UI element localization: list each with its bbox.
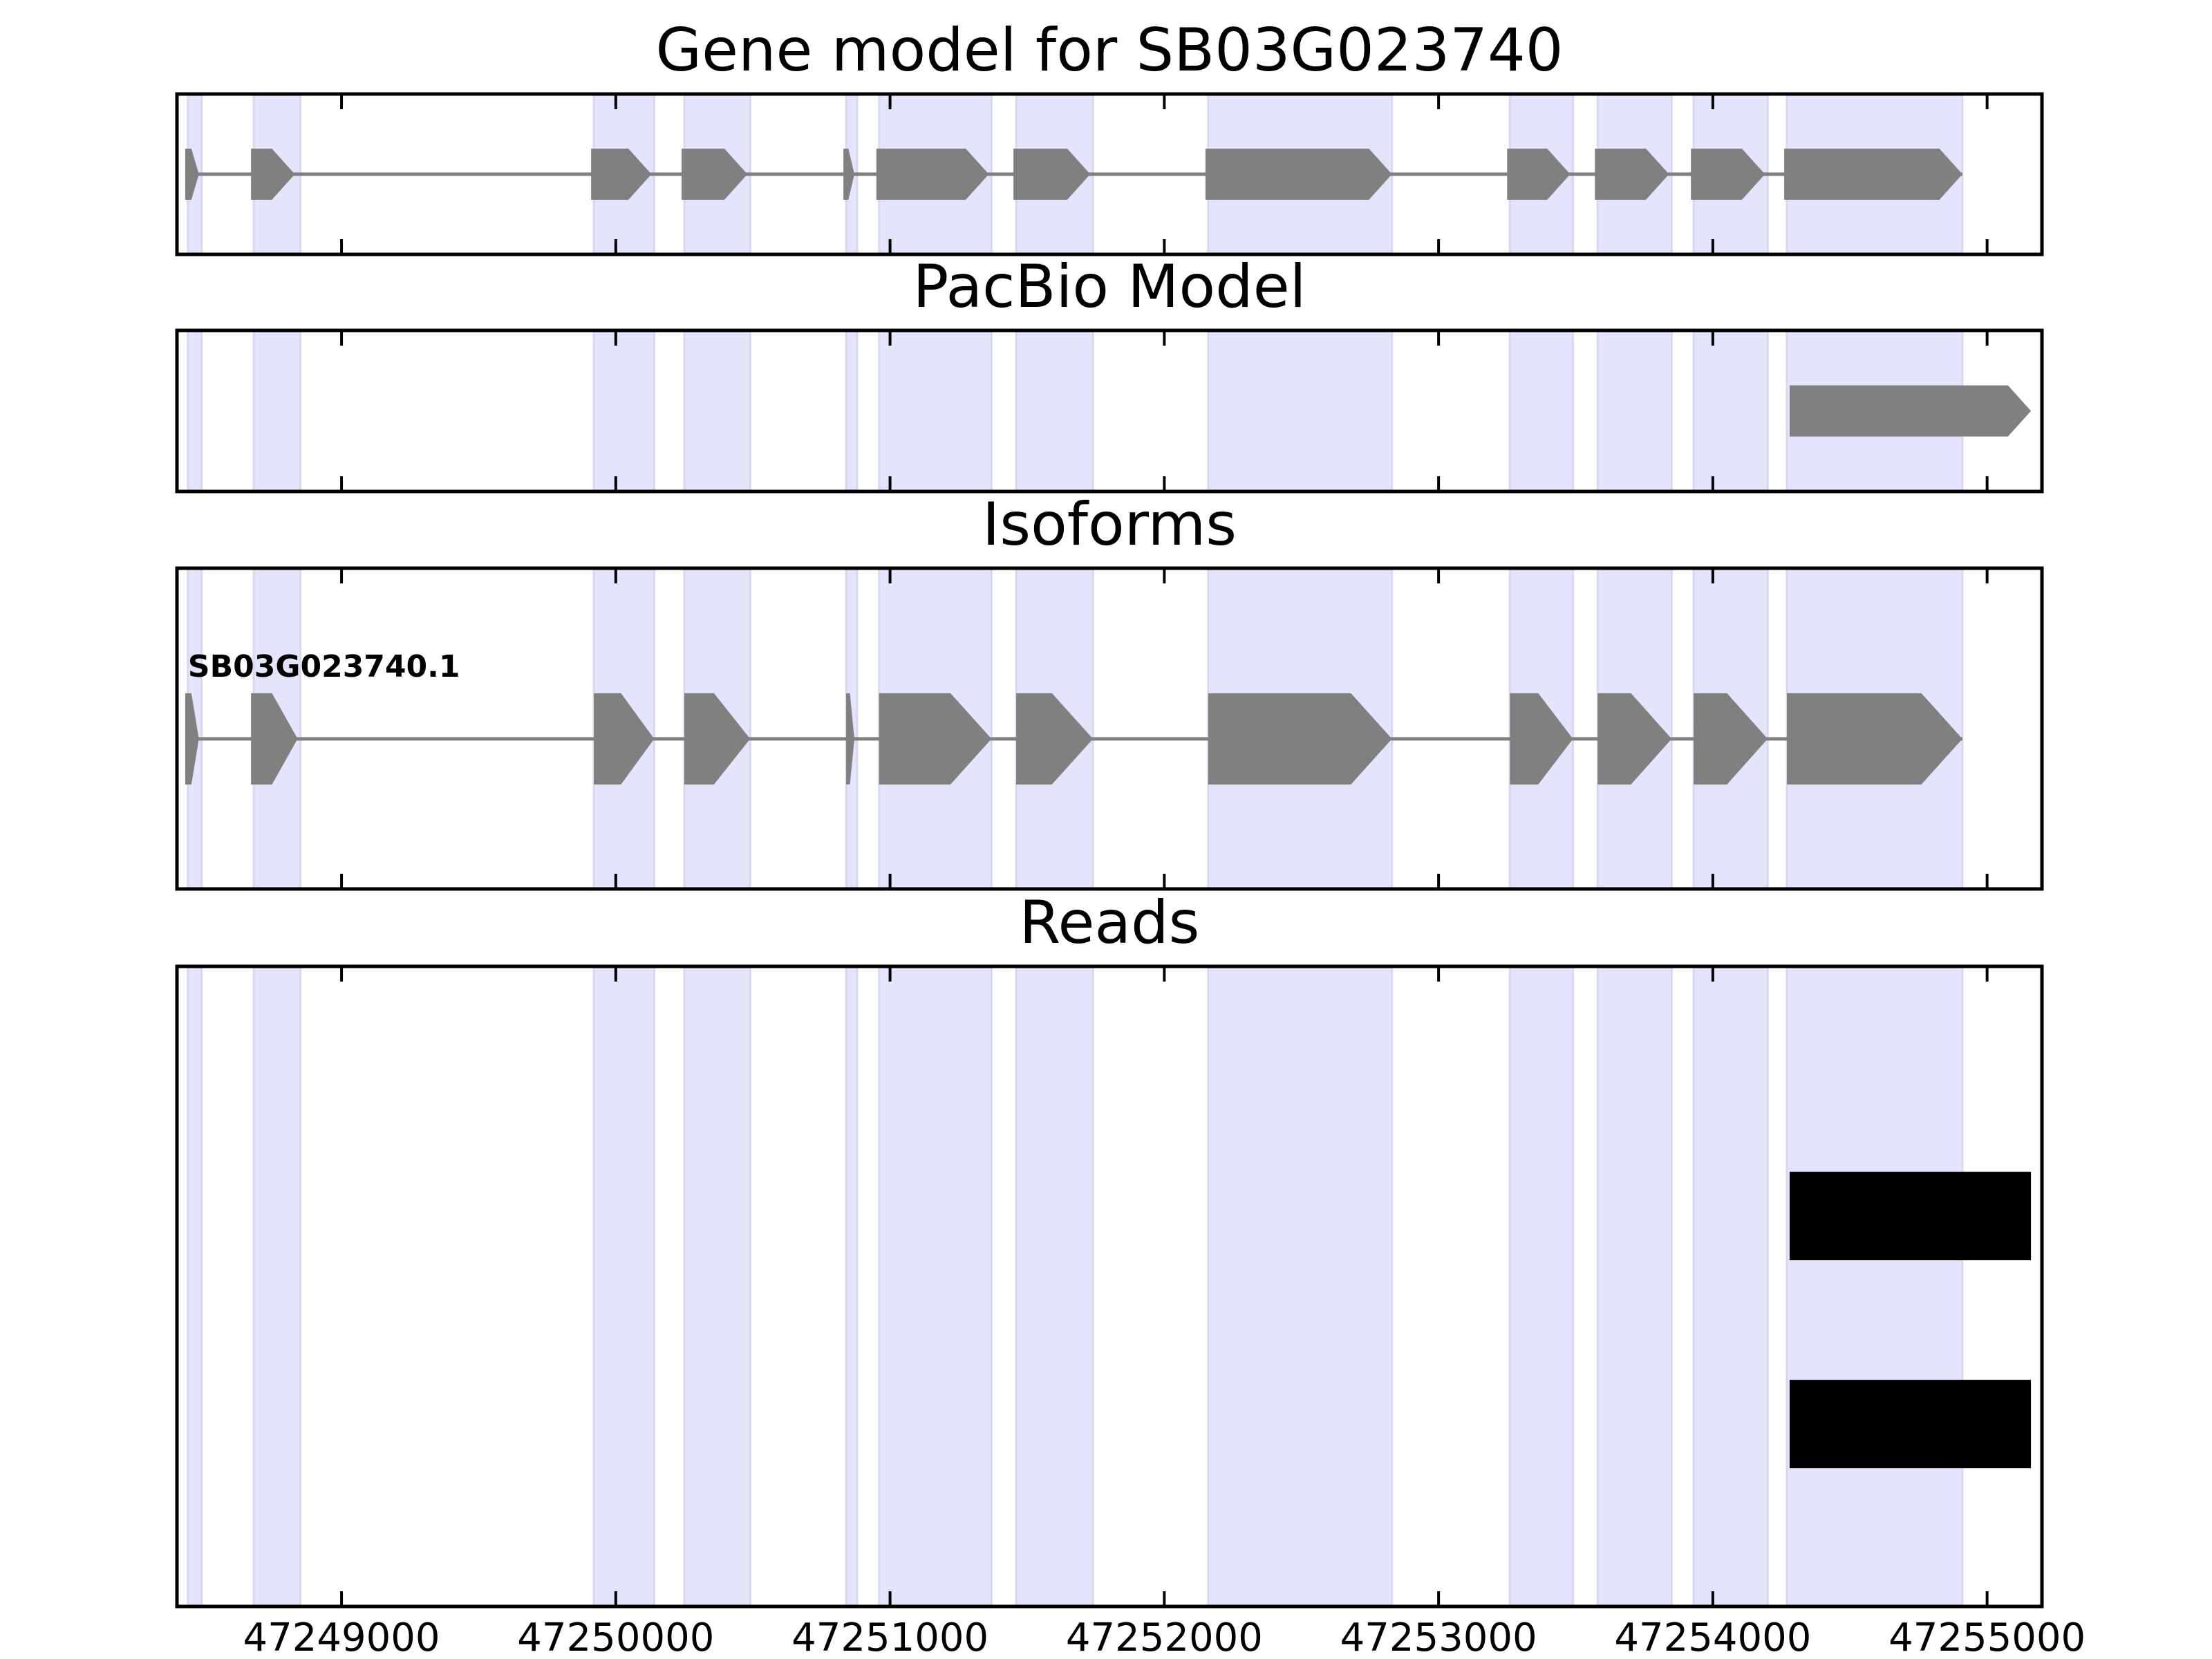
exon-shading-band xyxy=(1508,329,1575,493)
x-tick-label: 47255000 xyxy=(1888,1615,2086,1659)
exon-shading-band xyxy=(878,965,993,1608)
panel-isoforms: Isoforms SB03G023740.1 xyxy=(175,490,2044,891)
x-tick-label: 47250000 xyxy=(517,1615,714,1659)
exon-arrow xyxy=(251,693,298,785)
exon-arrow xyxy=(594,693,655,785)
exon-shading-band xyxy=(592,329,655,493)
exon-arrow xyxy=(1208,693,1392,785)
panel-gene-model: Gene model for SB03G023740 xyxy=(175,16,2044,256)
exon-arrow xyxy=(1016,693,1094,785)
panel-title-isoforms: Isoforms xyxy=(982,490,1237,559)
x-tick-label: 47253000 xyxy=(1340,1615,1537,1659)
exon-shading-band xyxy=(252,329,302,493)
exon-arrow xyxy=(843,149,855,200)
exon-arrow xyxy=(1013,149,1091,200)
exon-arrow xyxy=(1789,385,2032,437)
exon-shading-band xyxy=(1015,965,1094,1608)
exon-shading-band xyxy=(1692,965,1769,1608)
exon-shading-band xyxy=(187,329,203,493)
exon-arrow xyxy=(846,693,855,785)
exon-shading-band xyxy=(1015,329,1094,493)
exon-arrow xyxy=(876,149,989,200)
panels-layer: Gene model for SB03G023740 PacBio Model Is… xyxy=(175,16,2086,1659)
exon-arrow xyxy=(1694,693,1768,785)
exon-arrow xyxy=(185,693,199,785)
x-tick-label: 47249000 xyxy=(243,1615,440,1659)
exon-shading-band xyxy=(878,329,993,493)
exon-arrow xyxy=(251,149,295,200)
panel-title-reads: Reads xyxy=(1020,888,1200,957)
exon-arrow xyxy=(185,149,199,200)
exon-shading-band xyxy=(1207,329,1394,493)
exon-shading-band xyxy=(252,965,302,1608)
exon-arrow xyxy=(1507,149,1571,200)
x-tick-label: 47251000 xyxy=(791,1615,988,1659)
panel-frame xyxy=(175,92,2044,256)
exon-shading-band xyxy=(1692,329,1769,493)
read-bar xyxy=(1789,1380,2032,1469)
exon-shading-band xyxy=(845,329,859,493)
panel-pacbio-model: PacBio Model xyxy=(175,252,2044,494)
exon-shading-band xyxy=(1596,329,1673,493)
exon-arrow xyxy=(591,149,652,200)
x-tick-label: 47254000 xyxy=(1614,1615,1811,1659)
exon-shading-band xyxy=(592,965,655,1608)
exon-arrow xyxy=(682,149,748,200)
read-bar xyxy=(1789,1172,2032,1261)
exon-shading-band xyxy=(1207,965,1394,1608)
exon-arrow xyxy=(1691,149,1765,200)
exon-arrow xyxy=(1597,693,1672,785)
exon-shading-band xyxy=(683,329,751,493)
exon-shading-band xyxy=(1785,965,1964,1608)
exon-shading-band xyxy=(845,965,859,1608)
panel-reads: Reads 47249000 47250000 47251000 47252000 472… xyxy=(175,888,2086,1659)
exon-arrow xyxy=(1595,149,1669,200)
exon-arrow xyxy=(879,693,992,785)
exon-arrow xyxy=(1510,693,1573,785)
isoform-label: SB03G023740.1 xyxy=(188,649,460,684)
exon-arrow xyxy=(1787,693,1962,785)
exon-shading-band xyxy=(683,965,751,1608)
panel-frame xyxy=(175,964,2044,1609)
panel-title-gene-model: Gene model for SB03G023740 xyxy=(656,16,1564,85)
x-tick-label: 47252000 xyxy=(1066,1615,1263,1659)
panel-frame xyxy=(175,566,2044,891)
exon-arrow xyxy=(1205,149,1392,200)
exon-arrow xyxy=(684,693,751,785)
exon-arrow xyxy=(1784,149,1962,200)
panel-title-pacbio-model: PacBio Model xyxy=(912,252,1306,321)
exon-shading-band xyxy=(187,965,203,1608)
exon-shading-band xyxy=(1596,965,1673,1608)
panel-frame xyxy=(175,328,2044,494)
exon-shading-band xyxy=(1508,965,1575,1608)
